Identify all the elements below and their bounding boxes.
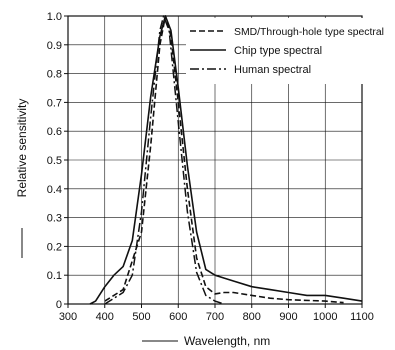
y-tick-label: 0.2 <box>47 241 62 253</box>
x-tick-label: 800 <box>243 311 261 323</box>
x-tick-label: 900 <box>279 311 297 323</box>
legend-label: SMD/Through-hole type spectral <box>234 27 384 38</box>
series-line-dashdot <box>104 15 225 305</box>
series-line-solid <box>89 15 363 305</box>
y-tick-label: 0 <box>56 299 62 311</box>
legend-background <box>186 18 384 84</box>
x-axis-label: Wavelength, nm <box>184 334 270 348</box>
legend: SMD/Through-hole type spectral Chip type … <box>186 18 384 84</box>
y-axis-ticks: 0 0.1 0.2 0.3 0.4 0.5 0.6 0.7 0.8 0.9 1.0 <box>47 11 68 311</box>
y-tick-label: 0.5 <box>47 155 62 167</box>
x-tick-label: 500 <box>132 311 150 323</box>
x-tick-label: 1100 <box>350 311 374 323</box>
y-tick-label: 0.3 <box>47 213 62 225</box>
legend-label: Human spectral <box>234 64 311 76</box>
y-axis-label: Relative sensitivity <box>15 99 29 198</box>
series-line-dashed <box>104 15 344 304</box>
x-tick-label: 400 <box>96 311 114 323</box>
y-tick-label: 0.7 <box>47 97 62 109</box>
x-tick-label: 300 <box>59 311 77 323</box>
legend-label: Chip type spectral <box>234 45 322 57</box>
y-tick-label: 0.6 <box>47 126 62 138</box>
y-tick-label: 0.8 <box>47 69 62 81</box>
x-axis-ticks: 300 400 500 600 700 800 900 1000 1100 <box>59 304 374 323</box>
x-tick-label: 600 <box>169 311 187 323</box>
y-tick-label: 0.9 <box>47 40 62 52</box>
y-tick-label: 1.0 <box>47 11 62 23</box>
series-layer <box>89 15 363 305</box>
y-tick-label: 0.4 <box>47 184 62 196</box>
y-tick-label: 0.1 <box>47 270 62 282</box>
x-tick-label: 1000 <box>313 311 337 323</box>
x-tick-label: 700 <box>206 311 224 323</box>
